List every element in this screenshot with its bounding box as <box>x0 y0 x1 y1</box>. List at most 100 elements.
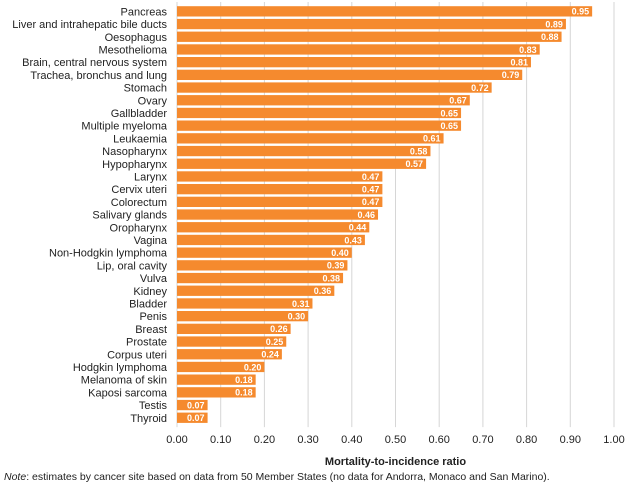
bar-value-label: 0.18 <box>235 388 253 398</box>
value-labels: 0.95 0.89 0.88 0.83 0.81 0.79 0.72 0.67 0.65 0.65… <box>187 7 589 423</box>
bar-value-label: 0.40 <box>331 248 349 258</box>
category-label: Corpus uteri <box>107 349 167 361</box>
bar-value-label: 0.43 <box>344 235 362 245</box>
category-label: Brain, central nervous system <box>22 57 167 69</box>
bar <box>177 399 208 411</box>
bar-value-label: 0.20 <box>244 362 262 372</box>
bar-value-label: 0.47 <box>362 197 380 207</box>
bar <box>177 158 427 169</box>
bar-value-label: 0.39 <box>327 261 345 271</box>
bar <box>177 6 593 17</box>
bar <box>177 145 431 157</box>
x-tick-label: 0.50 <box>385 434 406 446</box>
bar <box>177 247 352 258</box>
bar <box>177 69 523 80</box>
category-label: Larynx <box>134 171 168 183</box>
category-label: Non-Hodgkin lymphoma <box>49 248 168 260</box>
bar <box>177 196 383 207</box>
bar <box>177 209 379 220</box>
x-tick-label: 0.80 <box>516 434 537 446</box>
category-label: Gallbladder <box>111 108 168 120</box>
x-tick-label: 0.00 <box>166 434 187 446</box>
category-label: Liver and intrahepatic bile ducts <box>12 19 167 31</box>
bar-value-label: 0.25 <box>266 337 284 347</box>
category-label: Mesothelioma <box>99 44 168 56</box>
bar <box>177 260 348 271</box>
category-label: Cervix uteri <box>111 184 167 196</box>
footnote-label: Note <box>4 471 27 483</box>
category-label: Multiple myeloma <box>81 121 167 133</box>
bar <box>177 107 462 119</box>
x-tick-label: 0.60 <box>428 434 449 446</box>
category-label: Pancreas <box>121 6 168 18</box>
bar <box>177 57 531 68</box>
bar-value-label: 0.81 <box>510 57 528 67</box>
category-label: Stomach <box>124 83 167 95</box>
bar-value-label: 0.47 <box>362 172 380 182</box>
bar <box>177 234 365 246</box>
category-label: Thyroid <box>130 413 167 425</box>
bar <box>177 272 344 284</box>
bar-value-label: 0.65 <box>441 121 459 131</box>
bar-value-label: 0.72 <box>471 83 489 93</box>
footnote-text: : estimates by cancer site based on data… <box>26 471 550 483</box>
category-label: Penis <box>139 311 167 323</box>
category-label: Breast <box>135 324 167 336</box>
bar-value-label: 0.24 <box>261 350 279 360</box>
bar <box>177 120 462 131</box>
category-label: Vulva <box>140 273 168 285</box>
bar-value-label: 0.79 <box>502 70 520 80</box>
category-label: Ovary <box>138 95 168 107</box>
category-label: Kidney <box>133 286 167 298</box>
bar <box>177 222 370 233</box>
category-label: Trachea, bronchus and lung <box>30 70 167 82</box>
bar-value-label: 0.26 <box>270 324 288 334</box>
category-label: Testis <box>139 400 168 412</box>
category-label: Colorectum <box>111 197 167 209</box>
bar <box>177 171 383 182</box>
bar <box>177 44 540 55</box>
bar <box>177 311 309 322</box>
bar-value-label: 0.67 <box>449 96 467 106</box>
bar-value-label: 0.58 <box>410 146 428 156</box>
x-tick-label: 0.90 <box>560 434 581 446</box>
footnote: Note: estimates by cancer site based on … <box>4 471 550 483</box>
bar <box>177 349 282 360</box>
bars <box>177 6 593 423</box>
x-tick-label: 0.70 <box>472 434 493 446</box>
bar-value-label: 0.36 <box>314 286 332 296</box>
bar-value-label: 0.89 <box>545 19 563 29</box>
bar <box>177 374 256 385</box>
bar <box>177 412 208 423</box>
bar-value-label: 0.31 <box>292 299 310 309</box>
category-label: Nasopharynx <box>102 146 167 158</box>
category-label: Bladder <box>129 298 167 310</box>
bar-value-label: 0.47 <box>362 184 380 194</box>
category-label: Prostate <box>126 337 167 349</box>
bar-value-label: 0.88 <box>541 32 559 42</box>
category-label: Oropharynx <box>110 222 168 234</box>
bar-value-label: 0.95 <box>572 7 590 17</box>
bar-value-label: 0.44 <box>349 223 367 233</box>
bar <box>177 323 291 334</box>
x-axis-title: Mortality-to-incidence ratio <box>325 456 466 468</box>
category-label: Lip, oral cavity <box>97 260 168 272</box>
category-label: Vagina <box>134 235 168 247</box>
bar <box>177 361 265 373</box>
bar-value-label: 0.30 <box>288 311 306 321</box>
x-tick-label: 0.20 <box>254 434 275 446</box>
bar-value-label: 0.61 <box>423 134 441 144</box>
x-tick-label: 0.40 <box>341 434 362 446</box>
category-label: Kaposi sarcoma <box>88 387 168 399</box>
category-label: Salivary glands <box>92 210 167 222</box>
bar-value-label: 0.18 <box>235 375 253 385</box>
category-label: Melanoma of skin <box>81 375 167 387</box>
bar <box>177 95 470 106</box>
bar-value-label: 0.46 <box>357 210 375 220</box>
category-label: Hypopharynx <box>102 159 167 171</box>
bar <box>177 285 335 296</box>
x-tick-label: 0.30 <box>297 434 318 446</box>
category-label: Hodgkin lymphoma <box>73 362 168 374</box>
